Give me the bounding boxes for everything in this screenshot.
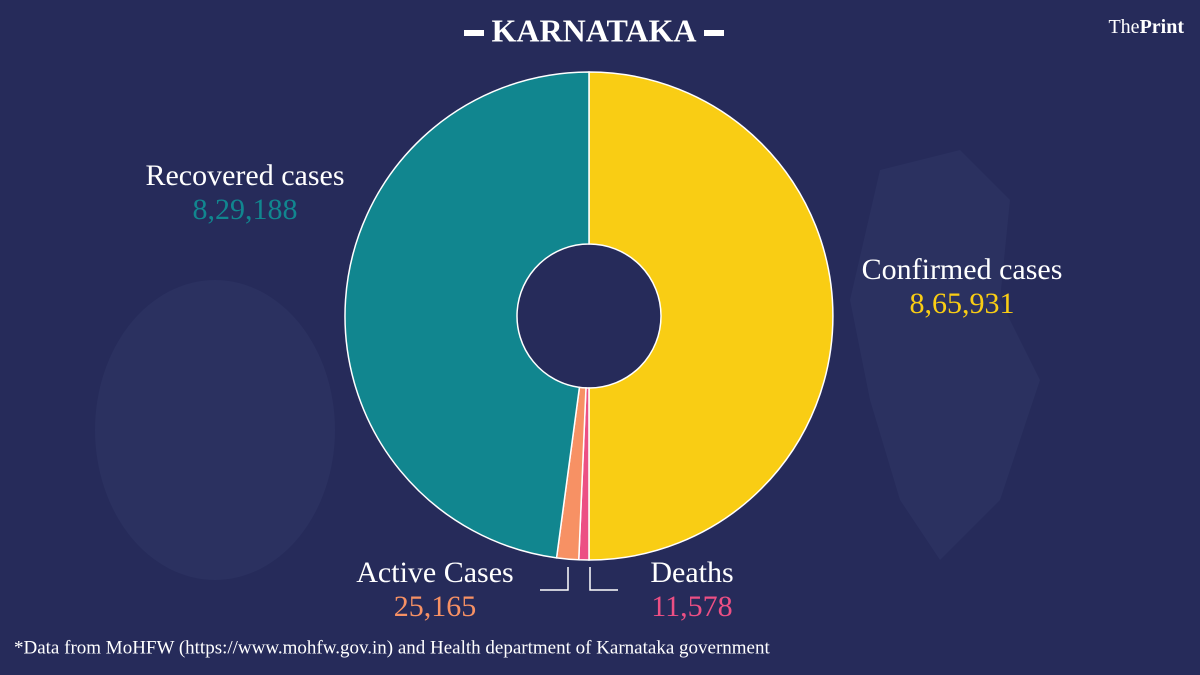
category-label: Recovered cases [145, 159, 344, 192]
value-label: 11,578 [651, 590, 732, 623]
category-label: Confirmed cases [862, 253, 1063, 286]
portrait-shade [95, 280, 335, 580]
logo-main: Print [1140, 16, 1185, 38]
leader-line [540, 567, 569, 591]
value-label: 8,65,931 [910, 287, 1015, 320]
value-label: 25,165 [394, 590, 477, 623]
map-shade [850, 150, 1040, 560]
category-label: Active Cases [356, 556, 513, 589]
logo-pre: The [1108, 16, 1139, 38]
slice [588, 71, 834, 561]
slice [344, 71, 590, 559]
slices [344, 71, 834, 561]
category-label: Deaths [650, 556, 733, 589]
leader-line [589, 567, 618, 591]
footnote: *Data from MoHFW (https://www.mohfw.gov.… [14, 637, 770, 658]
title-dash [704, 30, 724, 36]
logo: ThePrint [1108, 16, 1184, 38]
chart-title: KARNATAKA [491, 12, 696, 48]
value-label: 8,29,188 [193, 193, 298, 226]
title-dash [464, 30, 484, 36]
